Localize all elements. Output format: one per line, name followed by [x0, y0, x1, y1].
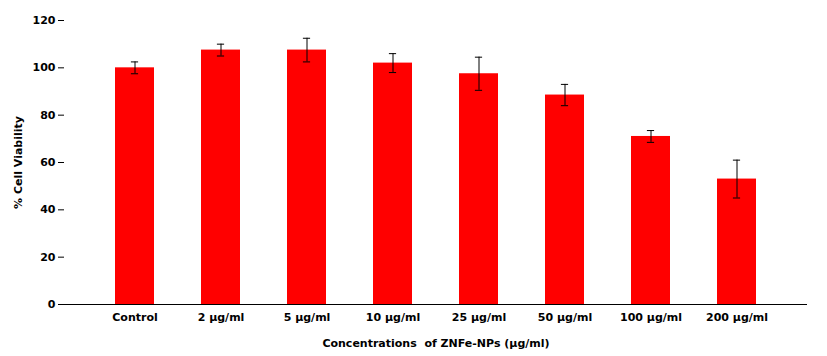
svg-text:50 μg/ml: 50 μg/ml: [538, 311, 592, 324]
svg-text:40: 40: [40, 203, 56, 216]
svg-text:120: 120: [33, 14, 56, 27]
svg-text:Concentrations of ZNFe-NPs (μ: Concentrations of ZNFe-NPs (μg/ml): [322, 337, 549, 350]
svg-text:80: 80: [40, 109, 56, 122]
svg-text:Control: Control: [112, 311, 157, 324]
svg-text:100: 100: [33, 61, 56, 74]
svg-text:20: 20: [40, 251, 56, 264]
svg-text:200 μg/ml: 200 μg/ml: [706, 311, 768, 324]
svg-text:25 μg/ml: 25 μg/ml: [452, 311, 506, 324]
svg-text:100 μg/ml: 100 μg/ml: [620, 311, 682, 324]
svg-text:2 μg/ml: 2 μg/ml: [198, 311, 245, 324]
svg-text:0: 0: [48, 298, 56, 311]
svg-text:% Cell Viability: % Cell Viability: [12, 116, 25, 209]
svg-text:5 μg/ml: 5 μg/ml: [284, 311, 331, 324]
svg-text:10 μg/ml: 10 μg/ml: [366, 311, 420, 324]
svg-text:60: 60: [40, 156, 56, 169]
